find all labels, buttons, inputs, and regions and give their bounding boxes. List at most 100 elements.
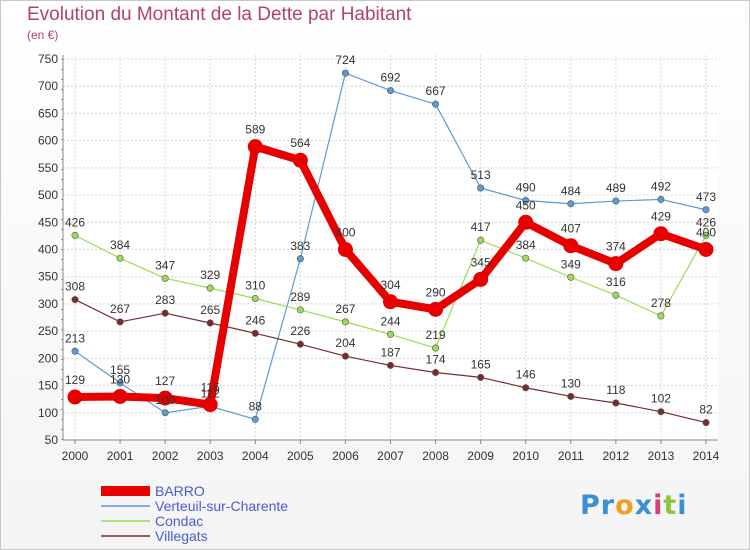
data-point (206, 319, 214, 327)
data-point (653, 226, 669, 242)
data-point (251, 329, 259, 337)
data-label: 290 (426, 285, 446, 299)
data-point (112, 388, 128, 404)
data-point (522, 254, 530, 262)
logo-letter: t (663, 490, 678, 521)
data-point (432, 344, 440, 352)
data-label: 267 (110, 302, 130, 316)
data-point (522, 197, 530, 205)
data-point (116, 379, 124, 387)
data-point (657, 408, 665, 416)
data-point (477, 373, 485, 381)
data-point (432, 100, 440, 108)
data-label-layer: 129 130 127 115 589 564 400 304 290 345 450 407 374 4… (65, 53, 716, 416)
data-label: 118 (606, 383, 625, 397)
grid-layer (63, 55, 718, 441)
x-tick-label: 2007 (377, 449, 404, 463)
data-label: 384 (110, 238, 130, 252)
x-tick-label: 2004 (242, 449, 269, 463)
legend-label: BARRO (155, 483, 205, 499)
data-point (386, 330, 394, 338)
x-tick-label: 2000 (62, 449, 89, 463)
logo-letter: o (615, 490, 635, 521)
data-label: 267 (335, 302, 355, 316)
y-tick-label: 500 (38, 188, 58, 202)
logo-letter: i (653, 490, 664, 521)
y-tick-label: 200 (38, 351, 58, 365)
logo-letter: x (634, 490, 654, 521)
data-label: 204 (335, 336, 355, 350)
data-point (341, 318, 349, 326)
data-point (71, 231, 79, 239)
data-label: 165 (471, 357, 491, 371)
data-point (518, 214, 534, 230)
data-point (432, 369, 440, 377)
y-tick-label: 300 (38, 297, 58, 311)
data-label: 316 (606, 275, 626, 289)
y-tick-label: 600 (38, 134, 58, 148)
data-label: 146 (516, 368, 536, 382)
logo-letter: r (600, 490, 616, 521)
y-tick-label: 700 (38, 79, 58, 93)
y-tick-label: 50 (45, 433, 59, 447)
axis-layer: 50 100 150 200 250 300 350 400 450 500 550 600 650 70… (38, 52, 720, 463)
data-point (522, 384, 530, 392)
data-label: 174 (426, 353, 446, 367)
data-point (477, 236, 485, 244)
data-label: 115 (201, 381, 220, 395)
data-label: 400 (696, 226, 716, 240)
y-tick-label: 650 (38, 106, 58, 120)
data-label: 450 (516, 198, 536, 212)
x-tick-label: 2005 (287, 449, 314, 463)
data-label: 187 (380, 345, 400, 359)
data-label: 246 (245, 313, 265, 327)
y-tick-label: 450 (38, 215, 58, 229)
data-label: 82 (699, 403, 713, 417)
y-tick-label: 100 (38, 406, 58, 420)
data-point (296, 306, 304, 314)
x-tick-label: 2012 (603, 449, 630, 463)
data-point (567, 200, 575, 208)
data-label: 490 (516, 181, 536, 195)
data-point (116, 254, 124, 262)
x-tick-label: 2011 (558, 449, 584, 463)
data-label: 564 (290, 136, 310, 150)
data-label: 88 (249, 399, 263, 413)
x-tick-label: 2009 (467, 449, 494, 463)
data-label: 345 (471, 255, 491, 269)
data-point (161, 274, 169, 282)
data-point (341, 69, 349, 77)
data-label: 492 (651, 179, 671, 193)
data-label: 407 (561, 222, 581, 236)
data-label: 130 (561, 376, 581, 390)
data-point (341, 352, 349, 360)
data-label: 484 (561, 184, 581, 198)
data-point (567, 273, 575, 281)
data-label: 724 (335, 53, 355, 67)
y-tick-label: 150 (38, 379, 58, 393)
data-label: 100 (155, 393, 175, 407)
data-label: 304 (380, 278, 400, 292)
data-point (206, 284, 214, 292)
x-tick-label: 2008 (422, 449, 449, 463)
y-tick-label: 350 (38, 270, 58, 284)
chart-title: Evolution du Montant de la Dette par Hab… (27, 4, 412, 25)
data-point (247, 139, 263, 155)
data-label: 329 (200, 268, 220, 282)
data-point (608, 256, 624, 272)
data-point (428, 301, 444, 317)
data-label: 489 (606, 181, 626, 195)
series-layer (67, 69, 714, 427)
data-label: 265 (200, 303, 220, 317)
data-point (251, 415, 259, 423)
data-point (477, 184, 485, 192)
y-tick-label: 400 (38, 243, 58, 257)
data-label: 130 (110, 372, 130, 386)
x-tick-label: 2010 (512, 449, 539, 463)
data-label: 219 (426, 328, 446, 342)
data-label: 129 (65, 373, 85, 387)
y-tick-label: 250 (38, 324, 58, 338)
data-point (473, 271, 489, 287)
data-point (157, 390, 173, 406)
data-label: 400 (335, 226, 355, 240)
